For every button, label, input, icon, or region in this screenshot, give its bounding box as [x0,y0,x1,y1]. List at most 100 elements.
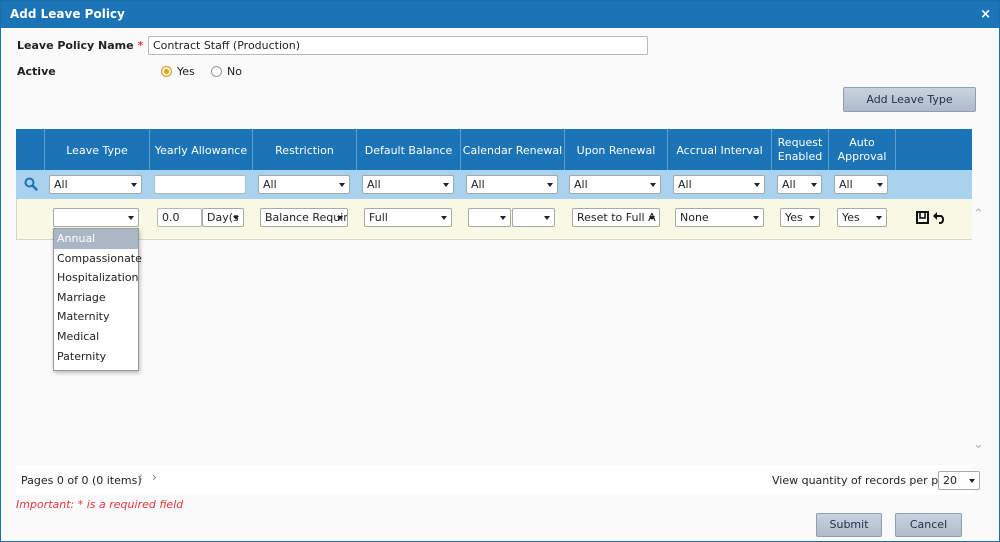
pager: Pages 0 of 0 (0 items) ‹ › View quantity… [16,465,980,494]
edit-accrual-interval-value: None [680,211,709,224]
filter-accrual-interval[interactable]: All [673,175,765,194]
chevron-down-icon [500,216,506,220]
filter-restriction-value: All [263,178,277,191]
dialog-title: Add Leave Policy [10,7,125,21]
leave-type-option[interactable]: Maternity [57,310,110,324]
leave-type-option[interactable]: Medical [57,329,100,343]
filter-leave-type[interactable]: All [49,175,142,194]
edit-request-enabled-value: Yes [785,211,803,224]
col-request-enabled[interactable]: Request Enabled [771,129,828,170]
leave-type-option[interactable]: Compassionate [57,251,142,265]
pager-info: Pages 0 of 0 (0 items) [21,474,142,487]
edit-allowance-unit-select[interactable]: Day(s [202,208,244,227]
chevron-down-icon [811,183,817,187]
col-upon-renewal[interactable]: Upon Renewal [564,129,667,170]
filter-upon-renewal[interactable]: All [569,175,661,194]
filter-upon-renewal-value: All [574,178,588,191]
filter-auto-approval[interactable]: All [834,175,888,194]
radio-selected-icon [161,66,172,77]
edit-restriction-select[interactable]: Balance Requir [260,208,348,227]
edit-row: 0.0 Day(s Balance Requir Full Reset to F… [16,199,972,240]
active-yes-radio[interactable]: Yes [161,65,195,78]
per-page-select[interactable]: 20 [938,471,980,490]
chevron-down-icon [131,183,137,187]
col-calendar-renewal[interactable]: Calendar Renewal [460,129,564,170]
filter-leave-type-value: All [54,178,68,191]
close-icon[interactable]: × [980,7,991,22]
cancel-button[interactable]: Cancel [895,513,962,537]
chevron-down-icon [809,216,815,220]
chevron-down-icon [754,183,760,187]
filter-calendar-renewal[interactable]: All [466,175,558,194]
policy-name-input[interactable]: Contract Staff (Production) [148,36,648,55]
policy-name-label-text: Leave Policy Name [17,39,134,52]
chevron-down-icon [339,183,345,187]
active-label: Active [17,65,56,78]
edit-default-balance-select[interactable]: Full [364,208,452,227]
edit-restriction-value: Balance Requir [265,211,347,224]
filter-calendar-renewal-value: All [471,178,485,191]
filter-restriction[interactable]: All [258,175,350,194]
leave-type-option[interactable]: Hospitalization [57,271,139,285]
col-actions [895,129,972,170]
scroll-down-icon[interactable]: ⌄ [973,437,984,452]
grid-header: Leave Type Yearly Allowance Restriction … [16,129,972,170]
edit-calendar-renewal-select-a[interactable] [468,208,511,227]
edit-upon-renewal-select[interactable]: Reset to Full A [572,208,660,227]
undo-icon[interactable] [932,211,947,224]
active-no-radio[interactable]: No [211,65,242,78]
filter-yearly-allowance[interactable] [154,175,246,194]
edit-default-balance-value: Full [369,211,388,224]
grid-header-filter-col [16,129,44,170]
col-default-balance[interactable]: Default Balance [356,129,460,170]
chevron-down-icon [877,183,883,187]
edit-auto-approval-select[interactable]: Yes [837,208,887,227]
edit-allowance-unit-value: Day(s [207,211,239,224]
col-leave-type[interactable]: Leave Type [44,129,149,170]
col-restriction[interactable]: Restriction [252,129,356,170]
save-icon[interactable] [916,211,929,224]
chevron-down-icon [649,216,655,220]
filter-default-balance[interactable]: All [362,175,454,194]
active-yes-label: Yes [177,65,195,78]
leave-type-option[interactable]: Paternity [57,349,107,363]
filter-request-enabled-value: All [782,178,796,191]
chevron-down-icon [337,216,343,220]
edit-upon-renewal-value: Reset to Full A [577,211,656,224]
leave-type-dropdown[interactable]: Annual Compassionate Hospitalization Mar… [53,228,142,371]
search-icon[interactable] [24,177,38,191]
required-mark: * [137,39,144,52]
chevron-down-icon [969,479,975,483]
required-field-note: Important: * is a required field [16,498,184,511]
radio-unselected-icon [211,66,222,77]
chevron-down-icon [233,216,239,220]
leave-type-option[interactable]: Annual [54,229,138,249]
chevron-down-icon [753,216,759,220]
dialog-titlebar: Add Leave Policy × [1,1,999,28]
edit-request-enabled-select[interactable]: Yes [780,208,820,227]
chevron-down-icon [547,183,553,187]
col-yearly-allowance[interactable]: Yearly Allowance [149,129,252,170]
filter-request-enabled[interactable]: All [777,175,822,194]
filter-row: All All All All All All All All [16,170,972,199]
edit-calendar-renewal-select-b[interactable] [512,208,555,227]
chevron-down-icon [544,216,550,220]
chevron-down-icon [441,216,447,220]
chevron-down-icon [443,183,449,187]
pager-next-icon[interactable]: › [152,470,157,484]
submit-button[interactable]: Submit [816,513,882,537]
edit-auto-approval-value: Yes [842,211,860,224]
leave-type-option[interactable]: Marriage [57,290,106,304]
col-accrual-interval[interactable]: Accrual Interval [667,129,771,170]
pager-prev-icon[interactable]: ‹ [138,470,143,484]
edit-leave-type-select[interactable] [53,208,139,227]
edit-allowance-input[interactable]: 0.0 [157,208,202,227]
scroll-up-icon[interactable]: ⌃ [973,207,984,222]
edit-accrual-interval-select[interactable]: None [675,208,764,227]
chevron-down-icon [128,216,134,220]
filter-default-balance-value: All [367,178,381,191]
filter-auto-approval-value: All [839,178,853,191]
add-leave-type-button[interactable]: Add Leave Type [843,87,976,112]
col-auto-approval[interactable]: Auto Approval [828,129,895,170]
